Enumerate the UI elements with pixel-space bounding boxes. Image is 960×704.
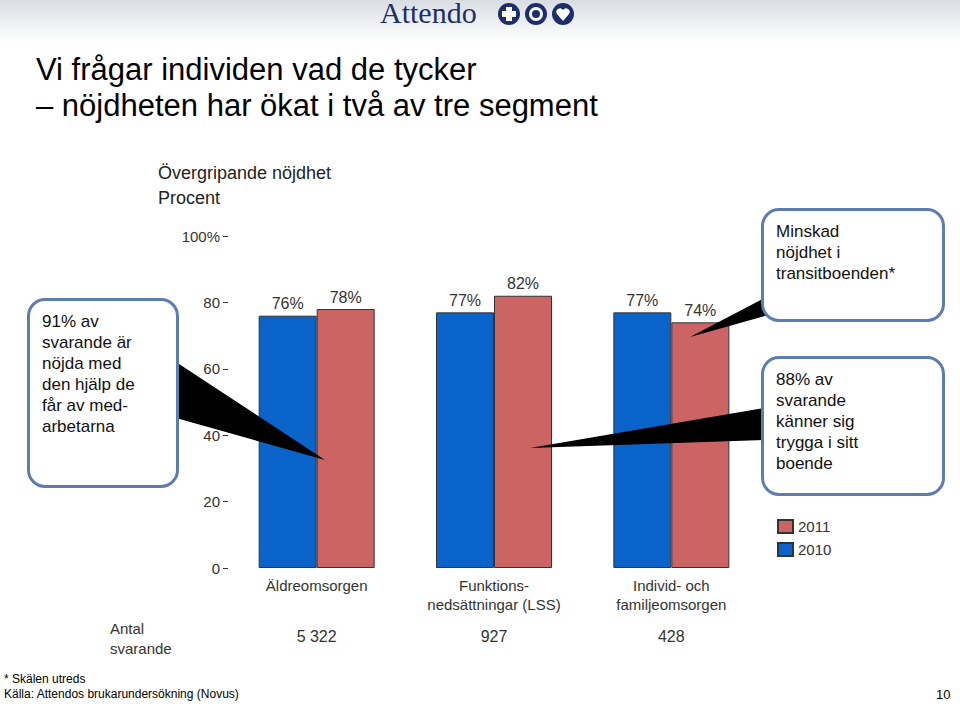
html-text:arbetarna: arbetarna: [42, 417, 115, 436]
html-text:Antal svarande: Antal svarande: [110, 620, 172, 657]
html-text:transitboenden*: transitboenden*: [776, 264, 896, 283]
svg-text:Individ- och: Individ- och: [633, 577, 710, 594]
svg-text:20: 20: [203, 493, 220, 510]
svg-text:40: 40: [203, 427, 220, 444]
svg-text:80: 80: [203, 294, 220, 311]
svg-text:100%: 100%: [182, 228, 220, 245]
svg-text:60: 60: [203, 360, 220, 377]
html-text:88% av: 88% av: [776, 370, 833, 389]
html-text:får av med-: får av med-: [42, 396, 128, 415]
svg-text:nedsättningar (LSS): nedsättningar (LSS): [427, 596, 560, 613]
svg-text:78%: 78%: [330, 289, 362, 306]
html-text:– nöjdheten har ökat i två av: – nöjdheten har ökat i två av tre segmen…: [36, 88, 598, 123]
html-text:Procent: Procent: [158, 188, 220, 208]
svg-text:Funktions-: Funktions-: [459, 577, 529, 594]
html-text:* Skälen utreds: * Skälen utreds: [4, 672, 86, 686]
html-text:trygga i sitt: trygga i sitt: [776, 433, 859, 452]
html-text:boende: boende: [776, 454, 833, 473]
svg-text:76%: 76%: [272, 295, 304, 312]
html-text:nöjdhet i: nöjdhet i: [776, 243, 841, 262]
html-text:927: 927: [480, 628, 508, 645]
html-text:428: 428: [658, 628, 685, 645]
svg-text:77%: 77%: [626, 292, 658, 309]
svg-text:74%: 74%: [684, 302, 716, 319]
html-text:Minskad: Minskad: [776, 222, 840, 241]
html-text:5 322: 5 322: [296, 628, 337, 645]
html-text:känner sig: känner sig: [776, 412, 855, 431]
html-text:Vi frågar individen vad de tyc: Vi frågar individen vad de tycker: [36, 52, 477, 87]
html-text:Övergripande nöjdhet: Övergripande nöjdhet: [158, 163, 332, 183]
html-text:10: 10: [936, 687, 951, 702]
svg-text:2011: 2011: [798, 518, 830, 535]
svg-text:familjeomsorgen: familjeomsorgen: [616, 596, 726, 613]
svg-text:2010: 2010: [798, 541, 831, 558]
svg-text:77%: 77%: [449, 292, 481, 309]
html-text:svarande: svarande: [776, 391, 846, 410]
svg-text:Äldreomsorgen: Äldreomsorgen: [266, 577, 368, 594]
svg-text:0: 0: [212, 560, 220, 577]
svg-text:82%: 82%: [507, 275, 539, 292]
html-text:Källa: Attendos brukarundersök: Källa: Attendos brukarundersökning (Novu…: [4, 687, 239, 701]
html-text:svarande är: svarande är: [42, 333, 132, 352]
html-text:91% av: 91% av: [42, 312, 99, 331]
html-text:den hjälp de: den hjälp de: [42, 375, 135, 394]
html-text:nöjda med: nöjda med: [42, 354, 122, 373]
